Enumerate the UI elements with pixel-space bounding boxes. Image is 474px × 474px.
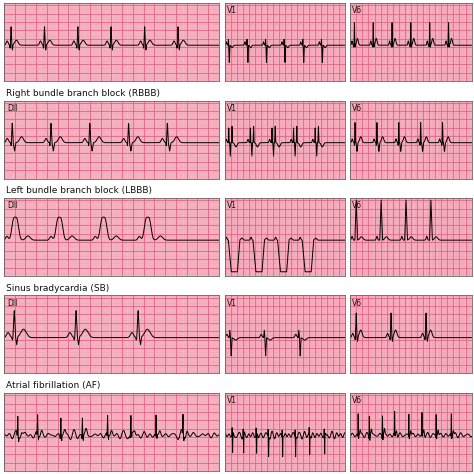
Text: V1: V1: [227, 6, 237, 15]
Text: V6: V6: [352, 6, 362, 15]
Text: V1: V1: [227, 396, 237, 405]
Text: Right bundle branch block (RBBB): Right bundle branch block (RBBB): [6, 89, 160, 98]
Text: DII: DII: [7, 201, 18, 210]
Text: V6: V6: [352, 299, 362, 308]
Text: V6: V6: [352, 201, 362, 210]
Text: Atrial fibrillation (AF): Atrial fibrillation (AF): [6, 381, 100, 390]
Text: V1: V1: [227, 201, 237, 210]
Text: Left bundle branch block (LBBB): Left bundle branch block (LBBB): [6, 186, 152, 195]
Text: DII: DII: [7, 104, 18, 113]
Text: DII: DII: [7, 299, 18, 308]
Text: V1: V1: [227, 104, 237, 113]
Text: Sinus bradycardia (SB): Sinus bradycardia (SB): [6, 283, 109, 292]
Text: V6: V6: [352, 396, 362, 405]
Text: V6: V6: [352, 104, 362, 113]
Text: V1: V1: [227, 299, 237, 308]
